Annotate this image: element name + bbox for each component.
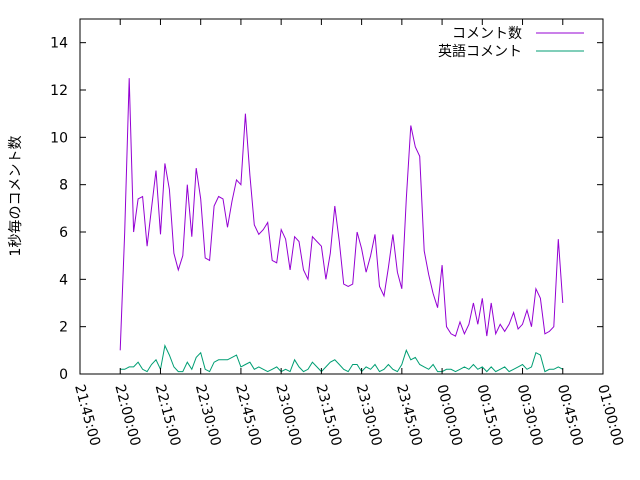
y-tick-label: 10 (50, 130, 68, 146)
plot-frame (79, 18, 604, 375)
y-axis-label: 1秒毎のコメント数 (8, 136, 24, 257)
chart-marks (119, 78, 564, 373)
y-tick-label: 2 (59, 320, 68, 336)
y-tick-label: 8 (59, 178, 68, 194)
legend-label: コメント数 (452, 26, 522, 42)
y-tick-label: 4 (59, 272, 68, 288)
y-tick-label: 14 (50, 36, 68, 52)
series-line-1 (120, 343, 564, 373)
legend-label: 英語コメント (438, 43, 522, 60)
series-line-0 (119, 78, 564, 351)
y-tick-label: 0 (59, 367, 68, 383)
y-tick-label: 6 (59, 225, 68, 241)
y-tick-label: 12 (50, 83, 68, 99)
y-axis: 0 2 4 6 8 10 12 14 (50, 36, 603, 383)
